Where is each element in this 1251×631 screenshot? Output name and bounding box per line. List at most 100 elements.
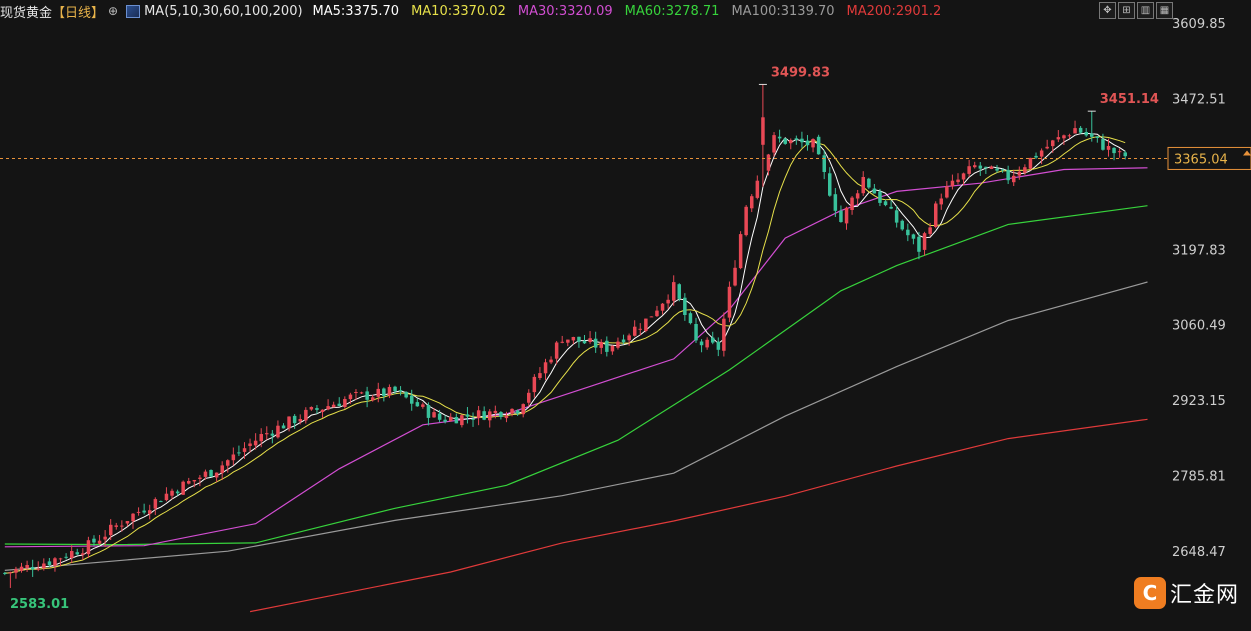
candle-body[interactable] — [560, 341, 565, 343]
candle-body[interactable] — [1056, 137, 1061, 140]
candle-body[interactable] — [995, 168, 999, 171]
candle-body[interactable] — [805, 140, 810, 146]
indicator-chart-icon[interactable] — [126, 4, 141, 18]
candle-body[interactable] — [699, 341, 704, 346]
candle-body[interactable] — [688, 313, 693, 324]
candle-body[interactable] — [945, 186, 949, 198]
candle-body[interactable] — [242, 448, 247, 452]
candle-body[interactable] — [371, 397, 375, 401]
candle-body[interactable] — [772, 135, 776, 153]
candle-body[interactable] — [621, 339, 626, 343]
candle-body[interactable] — [750, 196, 754, 209]
candle-body[interactable] — [187, 481, 191, 484]
candle-body[interactable] — [566, 339, 570, 343]
candle-body[interactable] — [917, 236, 921, 252]
candle-body[interactable] — [922, 233, 927, 250]
candle-body[interactable] — [326, 406, 330, 410]
candle-body[interactable] — [1017, 171, 1022, 176]
candle-body[interactable] — [304, 409, 308, 421]
candle-body[interactable] — [164, 493, 169, 501]
candle-body[interactable] — [70, 551, 74, 558]
candle-body[interactable] — [660, 303, 665, 311]
candle-body[interactable] — [1117, 151, 1122, 153]
candle-body[interactable] — [465, 414, 470, 417]
candle-body[interactable] — [109, 524, 113, 536]
candle-body[interactable] — [1106, 146, 1111, 150]
candle-body[interactable] — [30, 567, 35, 570]
candle-body[interactable] — [677, 284, 682, 299]
candle-body[interactable] — [387, 387, 392, 396]
candle-body[interactable] — [800, 138, 804, 143]
candle-body[interactable] — [25, 565, 29, 569]
candle-body[interactable] — [292, 415, 297, 424]
candle-body[interactable] — [1073, 128, 1077, 134]
candle-body[interactable] — [722, 318, 726, 351]
candle-body[interactable] — [14, 569, 18, 573]
candle-body[interactable] — [81, 553, 85, 555]
candle-body[interactable] — [331, 404, 336, 408]
candle-body[interactable] — [644, 318, 648, 331]
candle-body[interactable] — [19, 566, 24, 571]
candle-body[interactable] — [42, 563, 46, 569]
candle-body[interactable] — [1039, 150, 1044, 157]
candle-body[interactable] — [738, 234, 743, 269]
candle-body[interactable] — [911, 234, 916, 239]
candle-body[interactable] — [616, 341, 620, 348]
candle-body[interactable] — [488, 411, 492, 421]
candle-body[interactable] — [956, 179, 960, 183]
candle-body[interactable] — [259, 434, 264, 442]
candle-body[interactable] — [237, 452, 241, 454]
candle-body[interactable] — [961, 173, 966, 180]
candle-body[interactable] — [3, 572, 7, 574]
candle-body[interactable] — [376, 388, 381, 397]
candle-body[interactable] — [493, 410, 498, 413]
candle-body[interactable] — [125, 521, 130, 524]
candle-body[interactable] — [1062, 135, 1066, 139]
candle-body[interactable] — [521, 404, 526, 415]
candle-body[interactable] — [794, 138, 799, 140]
candle-body[interactable] — [120, 525, 124, 527]
candle-body[interactable] — [950, 180, 955, 187]
candle-body[interactable] — [872, 188, 877, 194]
candle-body[interactable] — [894, 210, 899, 223]
candle-body[interactable] — [8, 572, 13, 574]
candle-body[interactable] — [1028, 157, 1033, 169]
candle-body[interactable] — [766, 154, 771, 171]
candle-body[interactable] — [1090, 133, 1094, 137]
candle-body[interactable] — [471, 418, 475, 420]
candle-body[interactable] — [666, 299, 670, 304]
candle-body[interactable] — [510, 408, 514, 414]
candle-body[interactable] — [1123, 152, 1128, 157]
candle-body[interactable] — [175, 491, 180, 494]
candle-body[interactable] — [705, 339, 709, 348]
candle-body[interactable] — [716, 341, 721, 350]
candle-body[interactable] — [64, 556, 68, 558]
candle-body[interactable] — [309, 407, 314, 410]
candle-body[interactable] — [967, 166, 971, 174]
candle-body[interactable] — [582, 340, 587, 344]
candle-body[interactable] — [655, 310, 659, 317]
candle-body[interactable] — [538, 373, 542, 378]
candle-body[interactable] — [744, 206, 748, 236]
candle-body[interactable] — [482, 411, 486, 420]
candle-body[interactable] — [454, 417, 459, 424]
candle-body[interactable] — [1101, 139, 1105, 150]
candle-body[interactable] — [588, 338, 592, 342]
candle-body[interactable] — [426, 405, 431, 418]
candle-body[interactable] — [733, 267, 737, 286]
candle-body[interactable] — [1023, 167, 1027, 173]
candle-body[interactable] — [320, 409, 325, 412]
candle-body[interactable] — [432, 412, 436, 418]
candle-body[interactable] — [404, 391, 408, 398]
candle-body[interactable] — [97, 540, 102, 544]
candle-body[interactable] — [811, 139, 815, 148]
candle-body[interactable] — [36, 568, 41, 570]
candle-body[interactable] — [761, 117, 765, 145]
candle-body[interactable] — [839, 210, 843, 222]
candle-body[interactable] — [789, 140, 793, 144]
move-icon[interactable]: ✥ — [1099, 2, 1116, 19]
candle-body[interactable] — [270, 433, 275, 436]
candle-body[interactable] — [220, 465, 225, 474]
candle-body[interactable] — [460, 415, 464, 426]
